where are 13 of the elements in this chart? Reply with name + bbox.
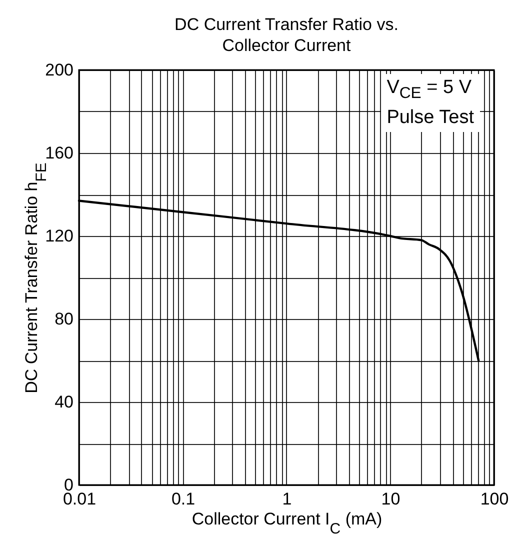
y-tick-label: 40	[54, 392, 74, 412]
x-tick-label: 100	[480, 490, 509, 508]
y-tick-label: 80	[54, 310, 74, 328]
x-tick-label: 1	[282, 490, 292, 508]
annotation: Pulse Test	[386, 106, 474, 130]
x-axis-title: Collector Current I$_{C}$ (mA)	[192, 510, 382, 537]
y-tick-label: 160	[45, 144, 74, 162]
y-tick-label: 200	[45, 60, 74, 80]
x-tick-label: 0.1	[171, 490, 196, 508]
annotation: V$_{CE}$ = 5 V	[386, 76, 473, 104]
x-tick-label: 0.01	[62, 490, 96, 508]
chart-title: DC Current Transfer Ratio vs. Collector Current	[174, 15, 398, 55]
x-tick-label: 10	[381, 490, 400, 508]
